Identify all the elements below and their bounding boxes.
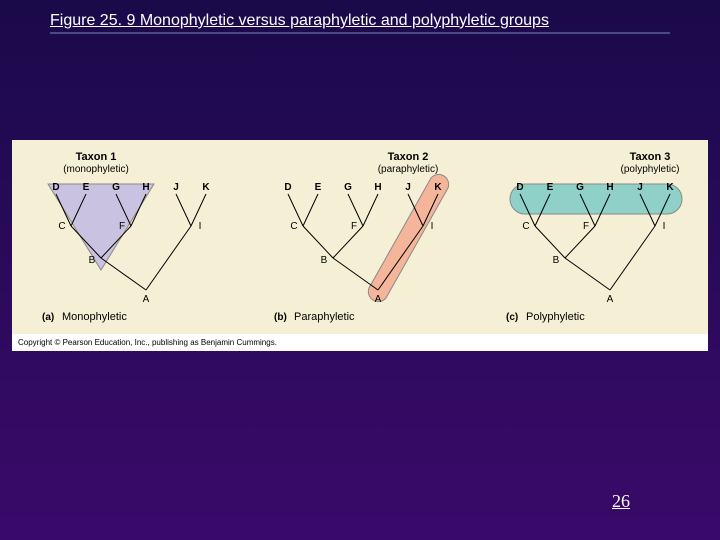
tree-a: Taxon 1(monophyletic) D E G H J K C F I B A (a) Monop… [18, 148, 244, 328]
svg-text:G: G [576, 182, 584, 193]
figure-container: Taxon 1(monophyletic) D E G H J K C F I B A (a) Monop… [12, 140, 708, 351]
svg-text:Monophyletic: Monophyletic [62, 311, 127, 323]
svg-text:G: G [344, 182, 352, 193]
figure-title: Figure 25. 9 Monophyletic versus paraphy… [50, 12, 549, 29]
svg-text:(b): (b) [274, 312, 287, 323]
svg-text:D: D [284, 182, 291, 193]
svg-text:A: A [143, 294, 150, 305]
copyright-text: Copyright © Pearson Education, Inc., pub… [12, 334, 708, 351]
svg-text:H: H [606, 182, 613, 193]
svg-text:(a): (a) [42, 312, 54, 323]
svg-text:C: C [522, 221, 529, 232]
page-number: 26 [612, 491, 630, 512]
figure-background: Taxon 1(monophyletic) D E G H J K C F I B A (a) Monop… [12, 140, 708, 334]
svg-text:E: E [547, 182, 554, 193]
svg-text:H: H [374, 182, 381, 193]
svg-text:(monophyletic): (monophyletic) [63, 164, 129, 175]
svg-text:A: A [607, 294, 614, 305]
panel-c: Taxon 3(polyphyletic) D E G H J K C F I B A (c) Polyp… [482, 148, 708, 328]
svg-text:C: C [290, 221, 297, 232]
panel-a: Taxon 1(monophyletic) D E G H J K C F I B A (a) Monop… [18, 148, 244, 328]
svg-text:E: E [315, 182, 322, 193]
svg-text:B: B [553, 255, 560, 266]
svg-text:Taxon 2: Taxon 2 [388, 151, 429, 163]
svg-text:Taxon 3: Taxon 3 [630, 151, 671, 163]
svg-text:J: J [405, 182, 411, 193]
svg-text:K: K [202, 182, 210, 193]
svg-text:J: J [637, 182, 643, 193]
svg-text:K: K [434, 182, 442, 193]
title-bar: Figure 25. 9 Monophyletic versus paraphy… [50, 12, 670, 34]
svg-text:A: A [375, 294, 382, 305]
tree-c: Taxon 3(polyphyletic) D E G H J K C F I B A (c) Polyp… [482, 148, 708, 328]
svg-text:F: F [583, 221, 589, 232]
svg-text:(polyphyletic): (polyphyletic) [621, 164, 680, 175]
svg-text:(c): (c) [506, 312, 518, 323]
svg-text:F: F [351, 221, 357, 232]
svg-text:D: D [516, 182, 523, 193]
svg-text:B: B [321, 255, 328, 266]
svg-text:I: I [663, 221, 666, 232]
svg-text:Taxon 1: Taxon 1 [76, 151, 117, 163]
svg-text:Paraphyletic: Paraphyletic [294, 311, 355, 323]
svg-text:G: G [112, 182, 120, 193]
svg-text:I: I [431, 221, 434, 232]
svg-text:J: J [173, 182, 179, 193]
svg-text:I: I [199, 221, 202, 232]
svg-text:H: H [142, 182, 149, 193]
svg-text:K: K [666, 182, 674, 193]
svg-text:Polyphyletic: Polyphyletic [526, 311, 585, 323]
svg-text:B: B [89, 255, 96, 266]
svg-text:(paraphyletic): (paraphyletic) [378, 164, 439, 175]
tree-b: Taxon 2(paraphyletic) D E G H J K C F I B A (b) Parap… [250, 148, 476, 328]
panel-b: Taxon 2(paraphyletic) D E G H J K C F I B A (b) Parap… [250, 148, 476, 328]
svg-text:E: E [83, 182, 90, 193]
svg-text:F: F [119, 221, 125, 232]
svg-text:D: D [52, 182, 59, 193]
svg-text:C: C [58, 221, 65, 232]
